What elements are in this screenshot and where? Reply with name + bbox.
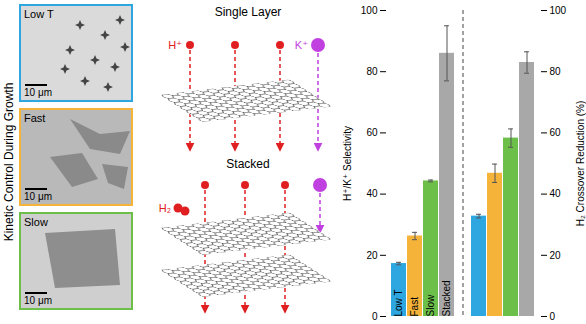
svg-text:Stacked: Stacked (226, 157, 269, 171)
svg-text:Slow: Slow (425, 294, 436, 316)
svg-text:Low T: Low T (24, 8, 54, 20)
svg-text:100: 100 (361, 5, 378, 16)
svg-text:Kinetic Control During Growth: Kinetic Control During Growth (2, 83, 16, 242)
svg-text:K⁺: K⁺ (295, 39, 308, 51)
svg-text:H₂: H₂ (159, 202, 171, 214)
svg-text:0: 0 (372, 311, 378, 322)
svg-text:20: 20 (366, 250, 378, 261)
svg-text:20: 20 (550, 250, 562, 261)
svg-text:Stacked: Stacked (441, 280, 452, 316)
svg-text:Fast: Fast (409, 297, 420, 317)
svg-text:10 μm: 10 μm (24, 295, 52, 306)
svg-text:60: 60 (550, 127, 562, 138)
svg-text:40: 40 (550, 188, 562, 199)
svg-text:60: 60 (366, 127, 378, 138)
svg-text:H₂ Crossover Reduction (%): H₂ Crossover Reduction (%) (575, 101, 586, 227)
svg-text:H⁺: H⁺ (168, 39, 182, 51)
svg-text:80: 80 (366, 66, 378, 77)
svg-text:0: 0 (550, 311, 556, 322)
svg-text:Fast: Fast (24, 112, 45, 124)
svg-text:Low T: Low T (393, 289, 404, 316)
svg-text:100: 100 (550, 5, 567, 16)
svg-text:H⁺/K⁺ Selectivity: H⁺/K⁺ Selectivity (342, 126, 353, 201)
svg-text:80: 80 (550, 66, 562, 77)
svg-text:10 μm: 10 μm (24, 87, 52, 98)
svg-text:Slow: Slow (24, 216, 48, 228)
svg-text:10 μm: 10 μm (24, 191, 52, 202)
svg-text:40: 40 (366, 188, 378, 199)
svg-text:Single Layer: Single Layer (215, 5, 282, 19)
